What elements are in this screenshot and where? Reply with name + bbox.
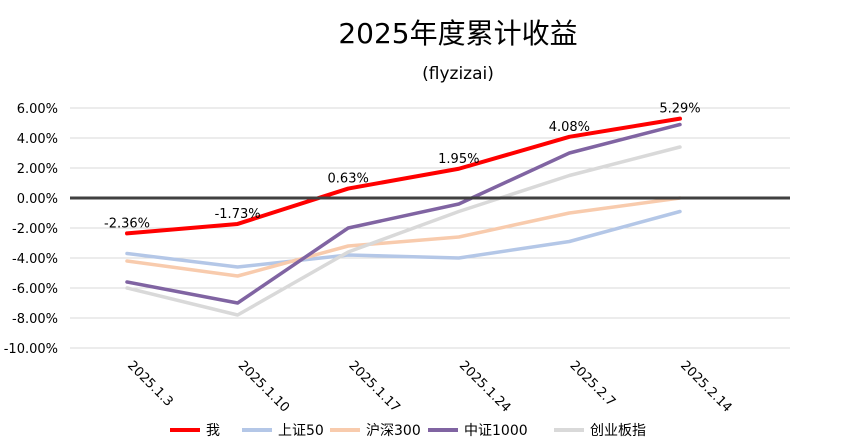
y-axis-ticks: 6.00% 4.00% 2.00% 0.00% -2.00% -4.00% -6.00% -8… [4,102,58,357]
data-labels: -2.36% -1.73% 0.63% 1.95% 4.08% 5.29% [104,102,701,232]
series-line-0 [125,116,682,236]
data-label: 4.08% [549,120,590,135]
y-tick-label: -6.00% [12,282,58,297]
chart-subtitle: (flyzizai) [422,64,494,84]
data-label: 0.63% [328,172,369,187]
y-tick-label: 0.00% [17,192,58,207]
data-label: -2.36% [104,216,150,231]
y-tick-label: -2.00% [12,222,58,237]
x-axis-ticks: 2025.1.3 2025.1.10 2025.1.17 2025.1.24 2025.… [124,358,734,415]
legend-label: 我 [206,423,220,439]
legend-label: 沪深300 [366,423,421,439]
y-tick-label: -10.00% [4,342,58,357]
y-tick-label: -4.00% [12,252,58,267]
data-label: 5.29% [659,102,700,117]
chart-title: 2025年度累计收益 [338,17,577,50]
x-tick-label: 2025.2.14 [677,358,734,415]
y-tick-label: 4.00% [17,132,58,147]
data-label: 1.95% [438,152,479,167]
legend: 我 上证50 沪深300 中证1000 创业板指 [170,423,646,439]
legend-label: 创业板指 [590,423,646,439]
series-line-3 [125,122,682,305]
legend-label: 上证50 [278,423,324,439]
series-line-1 [125,209,682,269]
x-tick-label: 2025.1.3 [124,358,176,410]
legend-label: 中证1000 [464,423,528,439]
x-tick-label: 2025.1.17 [345,358,402,415]
y-tick-label: -8.00% [12,312,58,327]
series-lines [125,116,682,317]
y-tick-label: 6.00% [17,102,58,117]
data-label: -1.73% [215,207,261,222]
series-line-4 [125,145,682,317]
x-tick-label: 2025.2.7 [567,358,619,410]
series-line-2 [125,196,682,278]
y-tick-label: 2.00% [17,162,58,177]
x-tick-label: 2025.1.10 [235,358,292,415]
x-tick-label: 2025.1.24 [456,358,513,415]
